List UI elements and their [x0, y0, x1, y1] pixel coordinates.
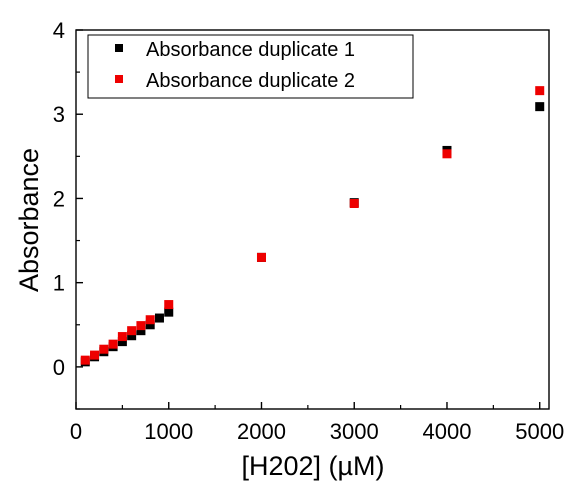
y-tick-label: 1 — [53, 271, 65, 296]
y-tick-label: 0 — [53, 355, 65, 380]
data-point-duplicate-2 — [256, 252, 266, 262]
data-point-duplicate-2 — [117, 332, 127, 342]
y-tick-label: 4 — [53, 18, 65, 43]
data-point-duplicate-2 — [145, 315, 155, 325]
data-point-duplicate-1 — [535, 102, 545, 112]
legend-marker-duplicate-2 — [115, 75, 123, 83]
x-tick-label: 2000 — [237, 419, 286, 444]
x-tick-label: 0 — [70, 419, 82, 444]
data-point-duplicate-1 — [154, 313, 164, 323]
data-points — [80, 86, 545, 367]
plot-frame — [75, 29, 550, 410]
y-tick-label: 3 — [53, 102, 65, 127]
y-tick-label: 2 — [53, 186, 65, 211]
x-tick-label: 1000 — [144, 419, 193, 444]
data-point-duplicate-2 — [349, 198, 359, 208]
data-point-duplicate-1 — [136, 326, 146, 336]
legend-label-duplicate-1: Absorbance duplicate 1 — [146, 39, 355, 61]
x-tick-label: 4000 — [423, 419, 472, 444]
x-tick-label: 3000 — [330, 419, 379, 444]
legend-box — [87, 34, 414, 99]
data-point-duplicate-1 — [164, 307, 174, 317]
data-point-duplicate-2 — [108, 339, 118, 349]
data-point-duplicate-1 — [117, 337, 127, 347]
data-point-duplicate-2 — [442, 149, 452, 159]
data-point-duplicate-2 — [90, 350, 100, 360]
data-point-duplicate-2 — [99, 344, 109, 354]
data-point-duplicate-2 — [136, 321, 146, 331]
legend: Absorbance duplicate 1 Absorbance duplic… — [87, 34, 414, 99]
x-axis-title: [H202] (µM) — [241, 451, 384, 481]
x-tick-label: 5000 — [515, 419, 564, 444]
data-point-duplicate-2 — [127, 326, 137, 336]
legend-label-duplicate-2: Absorbance duplicate 2 — [146, 70, 355, 92]
data-point-duplicate-2 — [535, 86, 545, 96]
data-point-duplicate-2 — [80, 355, 90, 365]
data-point-duplicate-1 — [145, 320, 155, 330]
y-axis-title: Absorbance — [14, 148, 44, 292]
legend-marker-duplicate-1 — [115, 44, 123, 52]
data-point-duplicate-1 — [127, 331, 137, 341]
axis-ticks: 0 1000 2000 3000 4000 5000 0 1 2 3 4 — [53, 18, 564, 444]
data-point-duplicate-2 — [164, 300, 174, 310]
